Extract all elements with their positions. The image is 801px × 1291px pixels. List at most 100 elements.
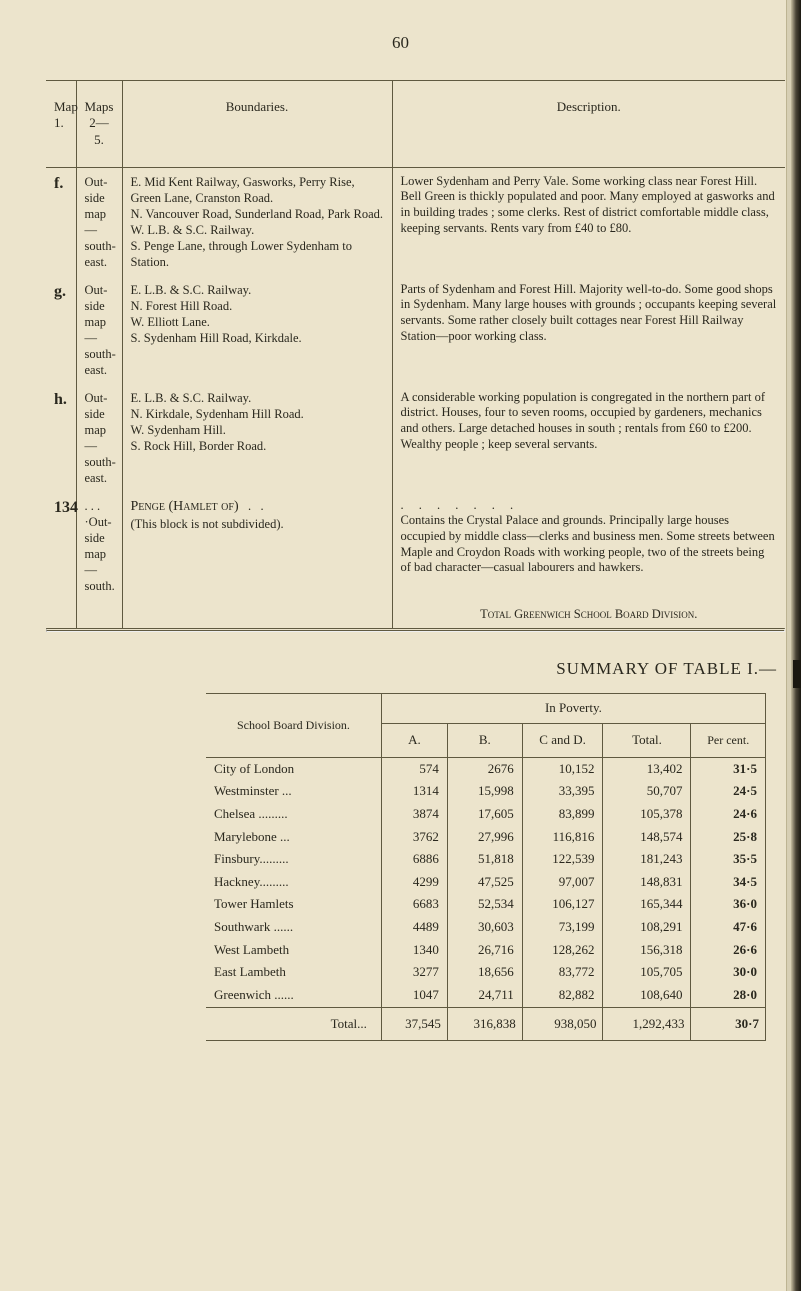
row-name: Southwark ...... [206,916,381,939]
row-ref: h. [54,391,67,408]
hdr-total: Total. [603,724,691,758]
row-a: 1340 [381,939,447,962]
row-b: 2676 [447,757,522,780]
row-boundaries: Penge (Hamlet of) . . (This block is not… [122,492,392,600]
table-row: g. Out-side map— south-east. E. L.B. & S… [46,276,785,384]
row-a: 6886 [381,848,447,871]
total-p: 30·7 [691,1007,766,1041]
row-a: 6683 [381,893,447,916]
row-name: Finsbury......... [206,848,381,871]
row-p: 30·0 [691,961,766,984]
row-b: 47,525 [447,871,522,894]
row-b: 17,605 [447,803,522,826]
row-t: 148,574 [603,826,691,849]
hdr-in-poverty: In Poverty. [381,694,765,724]
row-p: 47·6 [691,916,766,939]
row-maps: Out-side map— south-east. [76,384,122,492]
row-b: 26,716 [447,939,522,962]
row-t: 105,705 [603,961,691,984]
row-p: 26·6 [691,939,766,962]
row-name: East Lambeth [206,961,381,984]
summary-row: Greenwich ......104724,71182,882108,6402… [206,984,766,1007]
summary-row: Westminster ...131415,99833,39550,70724·… [206,780,766,803]
summary-row: City of London574267610,15213,40231·5 [206,757,766,780]
row-maps: . . . ·Out-side map— south. [76,492,122,600]
row-cd: 83,899 [522,803,603,826]
table-row: 134 . . . ·Out-side map— south. Penge (H… [46,492,785,600]
total-t: 1,292,433 [603,1007,691,1041]
summary-total-row: Total... 37,545 316,838 938,050 1,292,43… [206,1007,766,1041]
row-t: 181,243 [603,848,691,871]
row-name: Tower Hamlets [206,893,381,916]
row-a: 3762 [381,826,447,849]
hdr-cd: C and D. [522,724,603,758]
row-cd: 83,772 [522,961,603,984]
summary-title: SUMMARY OF TABLE I.— [46,658,777,680]
table-row: f. Out-side map— south-east. E. Mid Kent… [46,168,785,276]
hdr-map: Map 1. [46,81,76,167]
rule-double [46,628,785,632]
hdr-description: Description. [392,81,785,167]
total-greenwich: Total Greenwich School Board Division. [480,607,697,621]
row-b: 18,656 [447,961,522,984]
row-cd: 73,199 [522,916,603,939]
row-boundaries: E. Mid Kent Railway, Gasworks, Perry Ris… [122,168,392,276]
row-b: 27,996 [447,826,522,849]
total-cd: 938,050 [522,1007,603,1041]
row-a: 4299 [381,871,447,894]
dots-row: . . . . . . . [401,498,778,514]
summary-row: Tower Hamlets668352,534106,127165,34436·… [206,893,766,916]
total-b: 316,838 [447,1007,522,1041]
row-ref: f. [54,175,63,192]
row-t: 105,378 [603,803,691,826]
row-cd: 82,882 [522,984,603,1007]
row-b: 52,534 [447,893,522,916]
row-p: 25·8 [691,826,766,849]
page-edge-notch [793,660,801,688]
row-p: 24·6 [691,803,766,826]
row-name: Chelsea ......... [206,803,381,826]
hamlet-sub: (This block is not subdivided). [131,517,284,531]
row-p: 28·0 [691,984,766,1007]
hdr-map-text: Map 1. [54,99,78,131]
total-label: Total... [206,1007,381,1041]
row-p: 34·5 [691,871,766,894]
row-boundaries: E. L.B. & S.C. Railway. N. Forest Hill R… [122,276,392,384]
summary-row: Finsbury.........688651,818122,539181,24… [206,848,766,871]
summary-row: Marylebone ...376227,996116,816148,57425… [206,826,766,849]
row-t: 108,291 [603,916,691,939]
row-p: 31·5 [691,757,766,780]
row-cd: 122,539 [522,848,603,871]
hdr-maps: Maps 2—5. [76,81,122,167]
row-description: . . . . . . . Contains the Crystal Palac… [392,492,785,600]
row-t: 165,344 [603,893,691,916]
row-a: 574 [381,757,447,780]
total-a: 37,545 [381,1007,447,1041]
hdr-b: B. [447,724,522,758]
row-p: 35·5 [691,848,766,871]
row-name: Greenwich ...... [206,984,381,1007]
summary-row: Southwark ......448930,60373,199108,2914… [206,916,766,939]
row-cd: 97,007 [522,871,603,894]
row-cd: 33,395 [522,780,603,803]
row-b: 51,818 [447,848,522,871]
row-a: 1047 [381,984,447,1007]
row-a: 3277 [381,961,447,984]
summary-row: East Lambeth327718,65683,772105,70530·0 [206,961,766,984]
row-a: 1314 [381,780,447,803]
summary-row: West Lambeth134026,716128,262156,31826·6 [206,939,766,962]
row-maps: Out-side map— south-east. [76,168,122,276]
hdr-maps-text: Maps 2—5. [85,99,114,147]
row-b: 30,603 [447,916,522,939]
row-description-text: Contains the Crystal Palace and grounds.… [401,513,775,574]
row-p: 24·5 [691,780,766,803]
summary-row: Hackney.........429947,52597,007148,8313… [206,871,766,894]
row-name: West Lambeth [206,939,381,962]
row-t: 13,402 [603,757,691,780]
row-t: 156,318 [603,939,691,962]
row-t: 50,707 [603,780,691,803]
page-binding-shadow-inner [786,0,791,1291]
row-name: Westminster ... [206,780,381,803]
row-boundaries: E. L.B. & S.C. Railway. N. Kirkdale, Syd… [122,384,392,492]
hamlet-title: Penge (Hamlet of) [131,499,239,514]
